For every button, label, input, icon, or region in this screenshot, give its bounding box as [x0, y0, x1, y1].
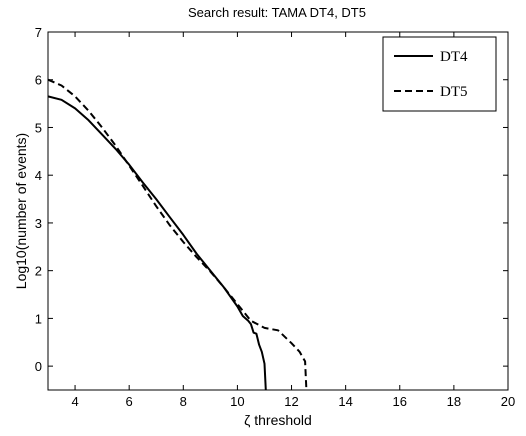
x-tick-label: 18 [447, 394, 461, 409]
x-tick-label: 8 [180, 394, 187, 409]
x-tick-label: 10 [230, 394, 244, 409]
y-tick-label: 7 [35, 25, 42, 40]
y-tick-label: 6 [35, 73, 42, 88]
legend-label-dt4: DT4 [440, 49, 468, 65]
x-tick-label: 12 [284, 394, 298, 409]
x-tick-label: 20 [501, 394, 515, 409]
y-tick-label: 1 [35, 311, 42, 326]
x-tick-label: 16 [393, 394, 407, 409]
x-tick-label: 4 [71, 394, 78, 409]
y-tick-label: 4 [35, 168, 42, 183]
y-tick-label: 2 [35, 264, 42, 279]
y-axis-label: Log10(number of events) [13, 133, 29, 289]
series-line-dt4 [47, 95, 267, 391]
y-tick-label: 3 [35, 216, 42, 231]
x-tick-label: 6 [126, 394, 133, 409]
chart-title: Search result: TAMA DT4, DT5 [188, 5, 366, 20]
y-tick-label: 0 [35, 359, 42, 374]
x-axis-label: ζ threshold [244, 412, 312, 428]
legend-label-dt5: DT5 [440, 84, 468, 100]
series-line-dt5 [47, 78, 308, 391]
legend: DT4 DT5 [382, 36, 497, 112]
legend-box [382, 36, 497, 112]
x-tick-label: 14 [338, 394, 352, 409]
plot-frame [47, 31, 509, 391]
y-tick-label: 5 [35, 120, 42, 135]
series-layer [47, 78, 308, 391]
